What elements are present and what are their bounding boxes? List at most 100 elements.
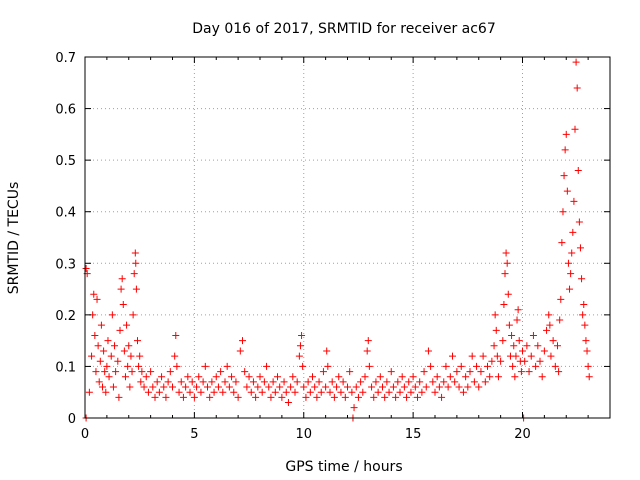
data-point <box>284 399 292 407</box>
data-point <box>381 393 389 401</box>
data-point <box>409 373 417 381</box>
y-tick-label: 0.6 <box>55 103 76 118</box>
data-point <box>499 337 507 345</box>
data-point <box>559 208 567 216</box>
data-point <box>493 352 501 360</box>
data-point <box>440 378 448 386</box>
data-point <box>566 285 574 293</box>
data-point <box>504 290 512 298</box>
data-point <box>543 326 551 334</box>
data-point <box>201 362 209 370</box>
data-point <box>585 373 593 381</box>
data-point <box>169 383 176 391</box>
data-point <box>584 362 592 370</box>
data-point <box>385 388 393 396</box>
data-point <box>184 373 192 381</box>
data-point <box>563 187 571 195</box>
data-point <box>546 321 554 329</box>
data-point <box>109 383 117 391</box>
data-point <box>195 373 203 381</box>
data-point <box>435 383 443 391</box>
data-point <box>166 368 174 376</box>
data-point <box>247 388 255 396</box>
data-point <box>354 393 362 401</box>
data-point <box>383 378 391 386</box>
data-point <box>560 172 568 180</box>
data-point <box>451 378 459 386</box>
data-point <box>94 342 102 350</box>
data-point <box>127 352 135 360</box>
data-point <box>556 316 564 324</box>
data-point <box>197 388 205 396</box>
data-point <box>147 368 155 376</box>
data-point <box>578 275 586 283</box>
data-point <box>276 383 284 391</box>
data-point <box>557 295 565 303</box>
data-point <box>164 378 172 386</box>
data-point <box>424 347 432 355</box>
data-point <box>582 337 590 345</box>
data-point <box>158 373 166 381</box>
data-point <box>411 383 419 391</box>
data-point <box>107 352 115 360</box>
data-point <box>344 383 351 391</box>
data-point <box>502 249 510 257</box>
data-point <box>333 383 341 391</box>
data-point <box>464 383 472 391</box>
data-point <box>453 368 461 376</box>
data-point <box>527 352 535 360</box>
data-point <box>517 368 525 376</box>
data-point <box>319 368 327 376</box>
data-point <box>492 326 500 334</box>
data-point <box>501 270 509 278</box>
data-point <box>442 362 450 370</box>
data-point <box>92 368 100 376</box>
data-point <box>538 373 546 381</box>
data-point <box>457 362 465 370</box>
data-point <box>313 393 321 401</box>
data-point <box>171 352 179 360</box>
data-point <box>562 130 570 138</box>
data-point <box>481 378 489 386</box>
x-tick-label: 10 <box>295 427 312 442</box>
data-point <box>433 373 441 381</box>
x-axis-title: GPS time / hours <box>285 459 402 475</box>
data-point <box>505 321 513 329</box>
y-tick-label: 0.3 <box>55 257 76 272</box>
data-point <box>112 368 120 376</box>
data-point <box>398 373 406 381</box>
data-point <box>427 362 435 370</box>
data-point <box>177 378 185 386</box>
data-point <box>555 368 563 376</box>
data-point <box>105 373 113 381</box>
data-point <box>403 393 411 401</box>
data-point <box>579 311 587 319</box>
data-point <box>509 362 517 370</box>
data-point <box>337 388 345 396</box>
data-point <box>93 295 101 303</box>
data-point <box>188 378 196 386</box>
data-point <box>500 301 508 309</box>
data-point <box>160 383 168 391</box>
data-point <box>193 383 201 391</box>
data-point <box>175 388 183 396</box>
data-point <box>223 362 231 370</box>
data-point <box>414 393 421 401</box>
data-point <box>125 342 133 350</box>
data-point <box>392 393 400 401</box>
data-point <box>491 311 499 319</box>
data-point <box>295 352 303 360</box>
data-point <box>466 368 474 376</box>
data-point <box>523 342 531 350</box>
data-point <box>91 331 99 339</box>
data-point <box>357 378 365 386</box>
data-point <box>545 311 553 319</box>
data-point <box>116 326 124 334</box>
data-point <box>212 373 220 381</box>
data-point <box>519 347 526 355</box>
data-point <box>263 362 271 370</box>
data-point <box>102 388 110 396</box>
data-point <box>488 357 496 365</box>
data-point <box>529 331 537 339</box>
data-point <box>134 337 141 345</box>
